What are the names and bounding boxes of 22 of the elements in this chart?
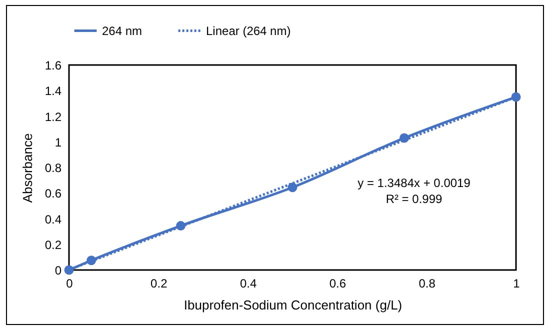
- y-tick-label: 0.6: [44, 186, 62, 201]
- y-tick-label: 0.4: [44, 212, 62, 226]
- x-tick-label: 1: [513, 276, 520, 290]
- x-tick-label: 0.4: [240, 276, 257, 290]
- y-tick-label: 0: [54, 264, 62, 278]
- y-axis-title: Absorbance: [20, 133, 35, 203]
- x-tick-label: 0.8: [418, 276, 436, 290]
- legend-label: Linear (264 nm): [206, 24, 291, 38]
- annotation: y = 1.3484x + 0.0019: [358, 176, 471, 190]
- x-tick-label: 0.6: [329, 276, 346, 290]
- y-tick-label: 0.2: [44, 238, 62, 252]
- y-tick-label: 1: [54, 135, 62, 150]
- x-tick-label: 0: [66, 276, 74, 290]
- legend-label: 264 nm: [102, 24, 142, 38]
- y-tick-label: 1.2: [44, 110, 62, 124]
- y-tick-label: 0.8: [44, 161, 62, 175]
- y-tick-label: 1.6: [44, 58, 62, 72]
- annotation: R² = 0.999: [386, 192, 443, 206]
- point: [511, 92, 521, 102]
- y-tick-label: 1.4: [44, 84, 62, 98]
- x-tick-label: 0.2: [150, 276, 168, 290]
- x-axis-title: Ibuprofen-Sodium Concentration (g/L): [184, 298, 402, 312]
